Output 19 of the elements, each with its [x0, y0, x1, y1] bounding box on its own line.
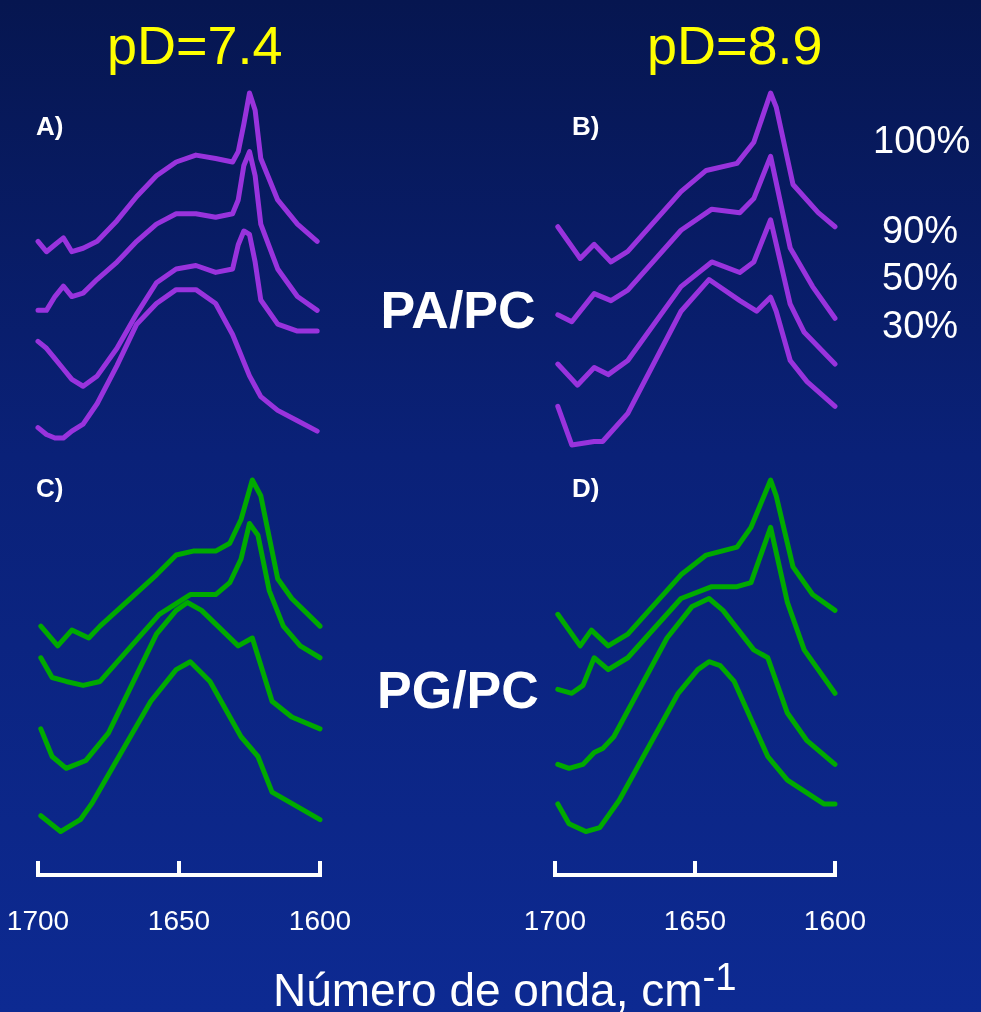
chart-title: pD=7.4: [107, 15, 283, 75]
x-tick-label: 1650: [663, 904, 727, 936]
x-tick-label: 1700: [523, 904, 587, 936]
text: PA/PC: [380, 281, 536, 339]
text: 50%: [882, 256, 959, 298]
chart-title: pD=8.9: [647, 15, 823, 75]
x-tick-label: 1700: [6, 904, 70, 936]
text: PG/PC: [377, 661, 539, 719]
x-tick-label: 1600: [288, 904, 352, 936]
annotation: A): [36, 111, 64, 141]
x-axis-title: Número de onda, cm$^{-1}$: [273, 954, 737, 1012]
x-tick-label: 1650: [147, 904, 211, 936]
annotation: B): [572, 111, 600, 141]
text: 90%: [882, 209, 959, 251]
series-label: 100%: [873, 119, 971, 161]
annotation: C): [36, 473, 64, 503]
text: 30%: [882, 304, 959, 346]
annotation: D): [572, 473, 600, 503]
x-tick-label: 1600: [803, 904, 867, 936]
